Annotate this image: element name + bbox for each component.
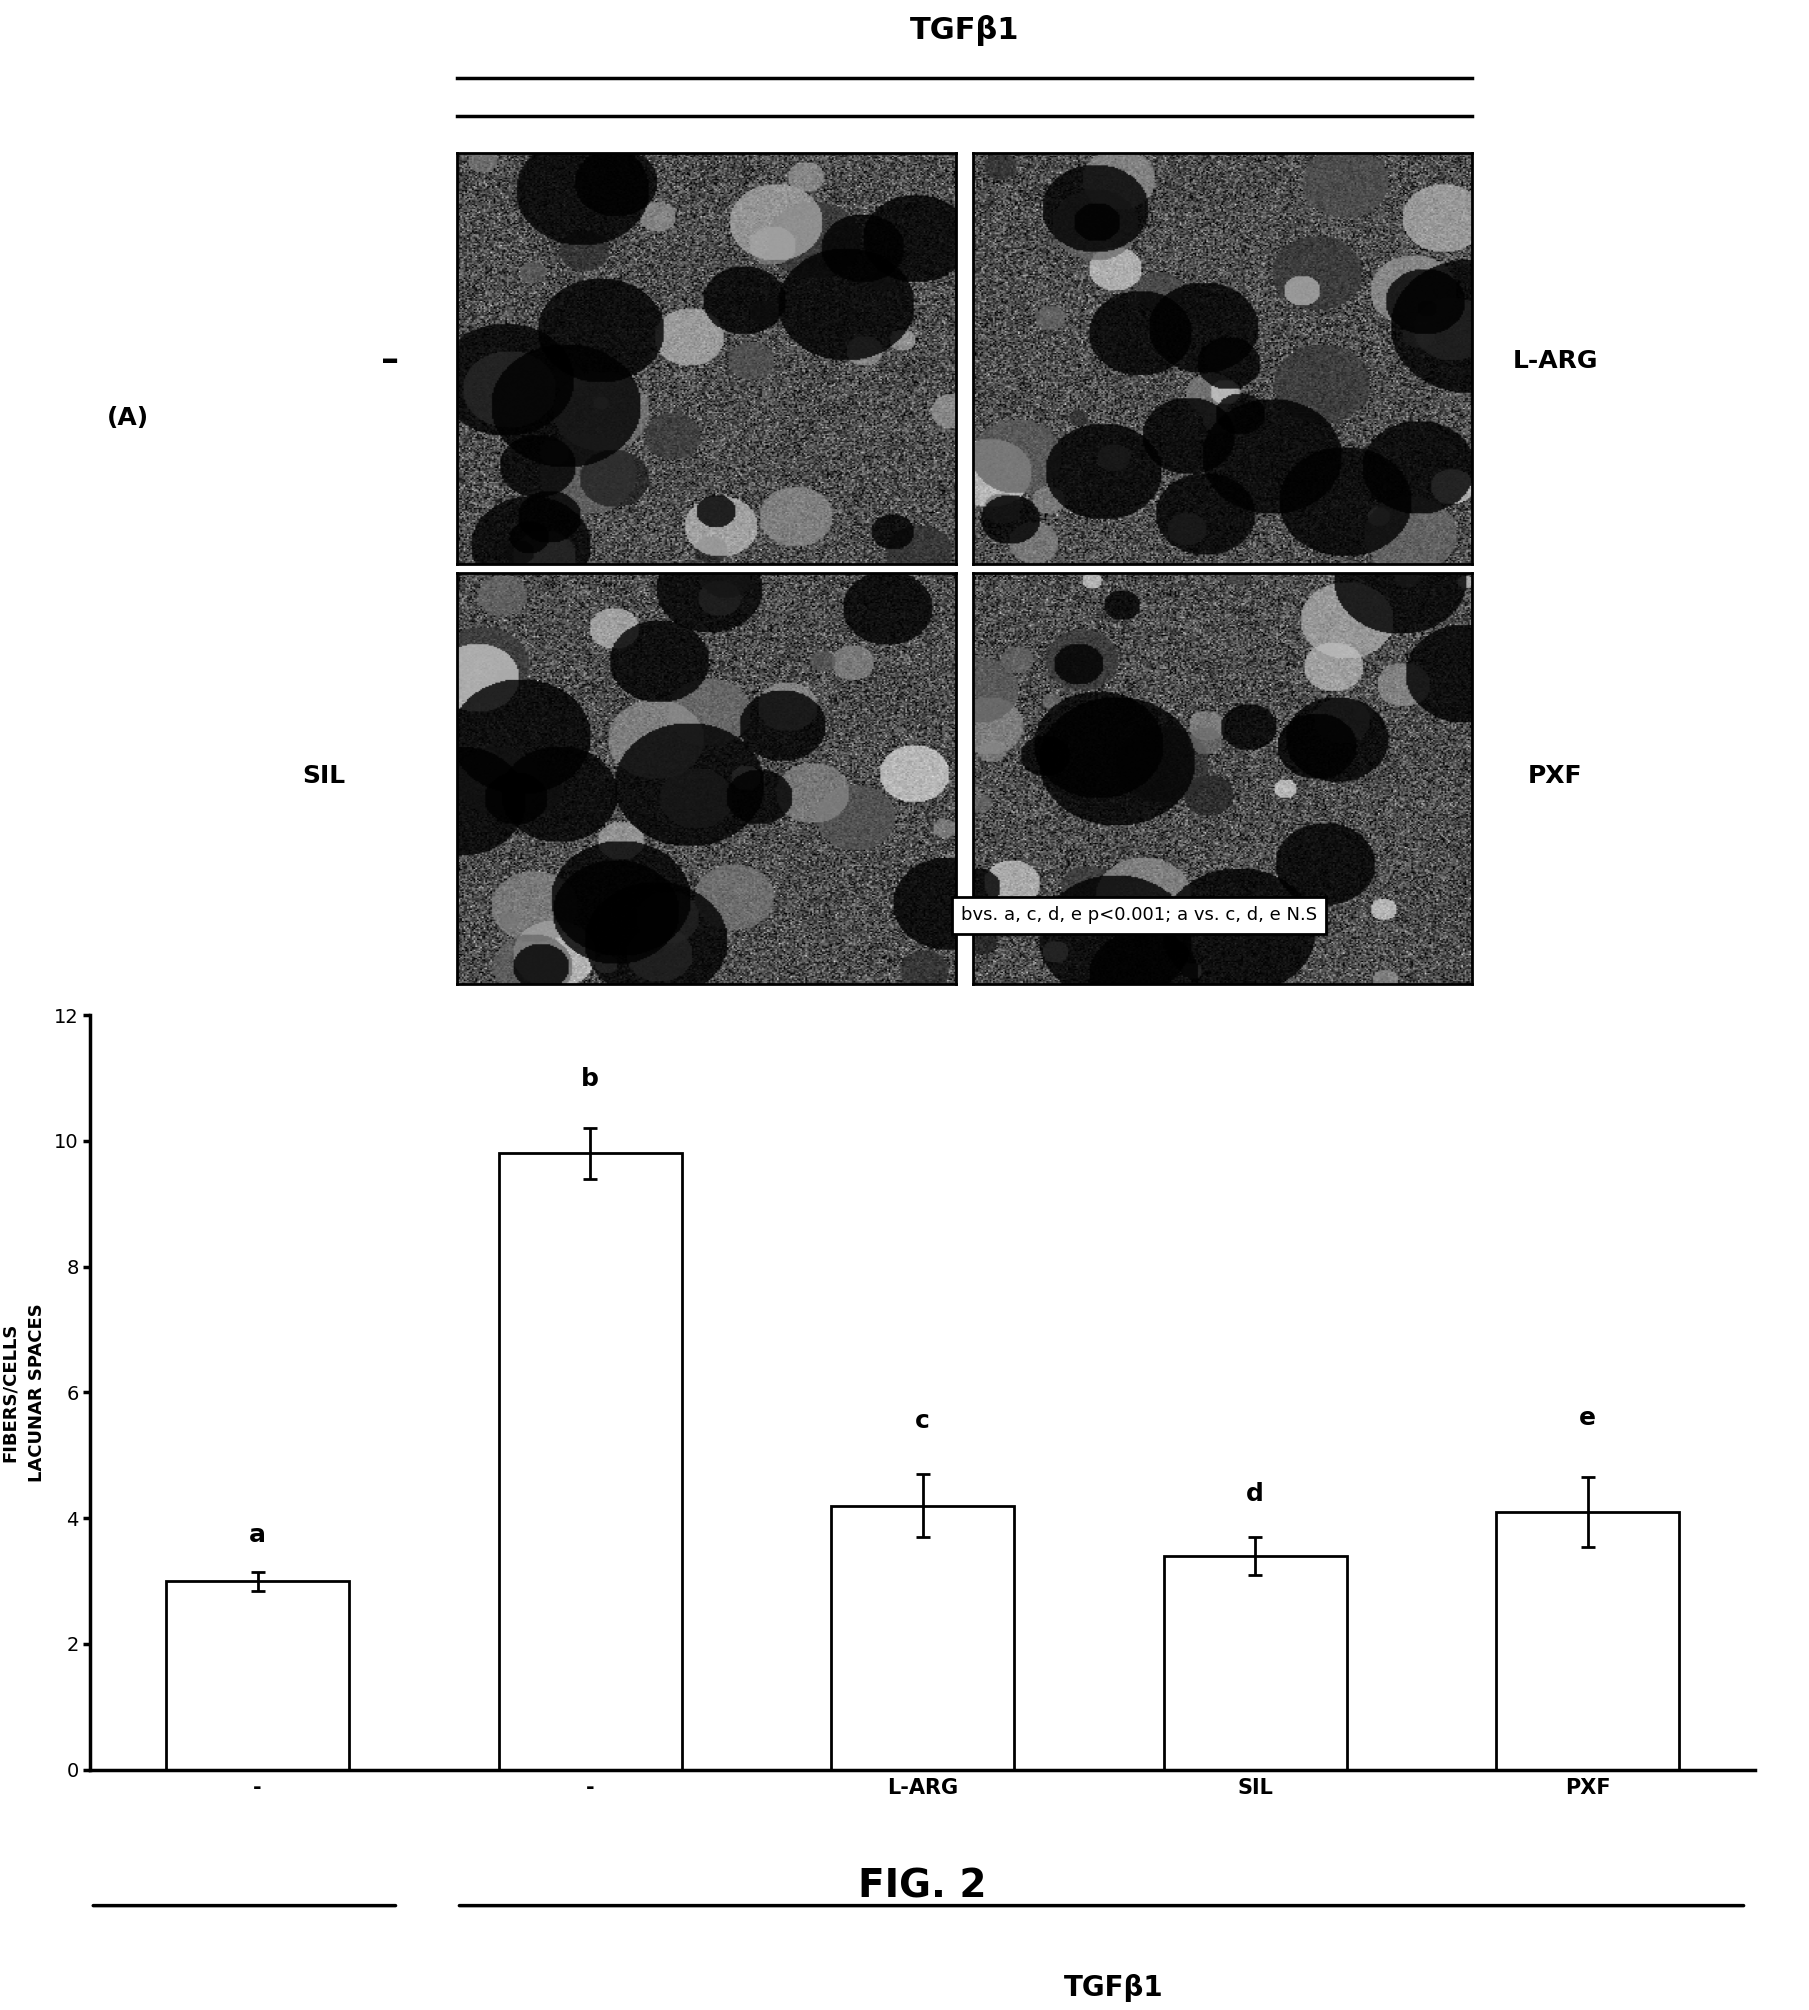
- Text: FIG. 2: FIG. 2: [857, 1867, 988, 1905]
- Text: a: a: [250, 1522, 266, 1546]
- Text: (A): (A): [107, 406, 148, 430]
- Text: L-ARG: L-ARG: [1512, 350, 1597, 374]
- Text: d: d: [1246, 1481, 1264, 1505]
- Text: TGFβ1: TGFβ1: [1064, 1974, 1163, 2002]
- Text: –: –: [382, 344, 400, 378]
- Text: SIL: SIL: [302, 764, 346, 788]
- Text: TGFβ1: TGFβ1: [910, 16, 1018, 46]
- Text: PXF: PXF: [1529, 764, 1583, 788]
- Bar: [499, 1154, 682, 1769]
- Bar: [1163, 1556, 1346, 1769]
- Y-axis label: RATIO COLLAGEN
FIBERS/CELLS
LACUNAR SPACES: RATIO COLLAGEN FIBERS/CELLS LACUNAR SPAC…: [0, 1302, 45, 1481]
- Bar: [166, 1582, 349, 1769]
- Text: c: c: [915, 1409, 930, 1433]
- Text: e: e: [1579, 1407, 1596, 1431]
- Bar: [830, 1505, 1015, 1769]
- Bar: [1496, 1512, 1679, 1769]
- Text: bvs. a, c, d, e p<0.001; a vs. c, d, e N.S: bvs. a, c, d, e p<0.001; a vs. c, d, e N…: [961, 907, 1317, 925]
- Text: b: b: [581, 1067, 599, 1091]
